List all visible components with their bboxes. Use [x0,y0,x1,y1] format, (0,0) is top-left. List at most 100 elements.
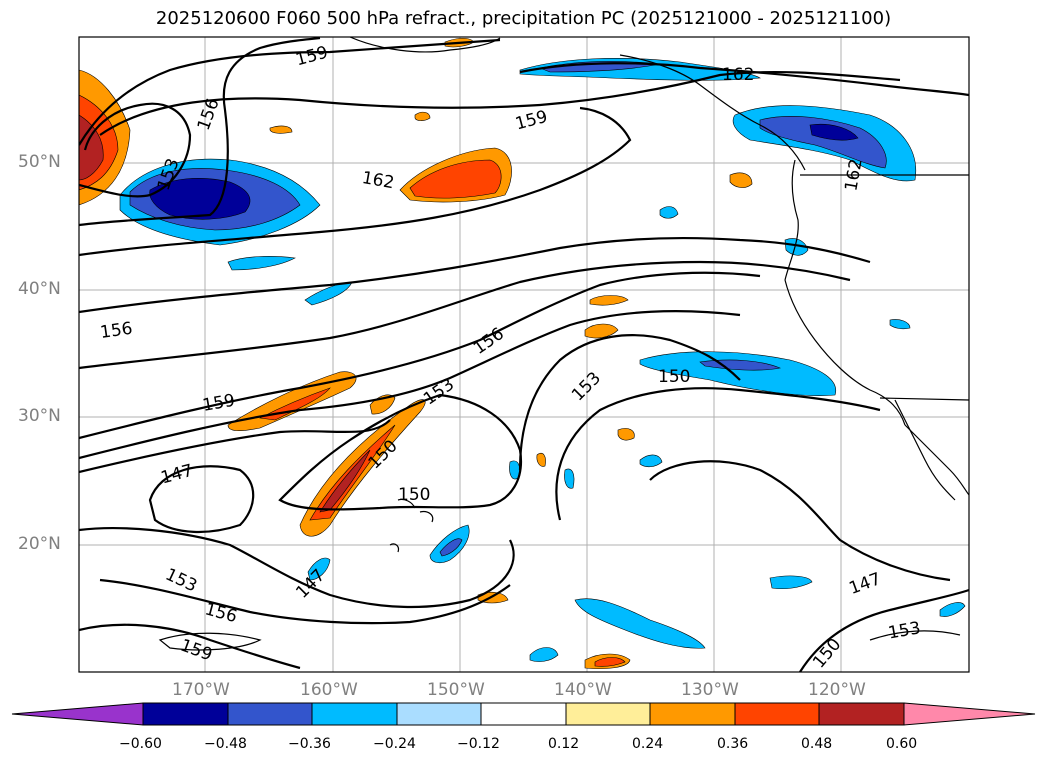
contour-label: 150 [398,485,430,505]
colorbar-bin [396,702,482,726]
contour-156-jet [79,271,761,440]
colorbar-bin [734,702,820,726]
precip-negative-max [809,123,859,141]
colorbar-tick-label: 0.60 [886,736,918,752]
contour-162-mid [99,70,901,136]
colorbar-bin [649,702,736,726]
contour-label: 156 [99,319,134,343]
lon-label: 170°W [172,680,230,700]
colorbar-tick-label: −0.24 [373,736,416,752]
contour-162-top [519,62,969,97]
precip-negative-area [639,454,663,468]
refractivity-contours [79,37,969,672]
contour-159-south [79,623,301,670]
contour-147-left [148,465,255,533]
precip-negative-area [769,575,813,590]
lat-label: 30°N [18,406,61,426]
contour-156-mid [79,236,871,314]
coast-mexico [904,424,969,496]
precip-negative-area [939,602,966,617]
lon-label: 160°W [300,680,358,700]
lon-label: 150°W [427,680,485,700]
contour-159-lower [79,260,851,370]
contour-label: 150 [658,367,690,387]
lon-label: 130°W [681,680,739,700]
contour-label: 162 [722,65,754,85]
precip-negative-area [784,238,809,256]
colorbar-bin [480,702,567,726]
coast-alaska [349,37,501,53]
precip-positive-core [409,159,502,199]
lat-label: 20°N [18,534,61,554]
precipitation-fills [79,37,966,670]
colorbar-under [11,702,144,726]
contour-150-east [555,387,881,521]
precip-negative-core [759,116,887,169]
precip-negative-area [889,319,911,330]
coast-baja [894,399,956,501]
colorbar-tick-label: −0.12 [457,736,500,752]
lat-label: 50°N [18,152,61,172]
contour-147-east [649,460,951,582]
colorbar-bin [142,702,229,726]
border-us-mexico [879,397,969,401]
contour-159-top [79,38,501,146]
precip-positive-max [319,449,371,513]
contour-156-left [79,37,321,227]
precip-positive-area [584,323,619,339]
contour-label: 159 [294,43,331,71]
precip-negative-area [564,468,575,489]
contour-label: 153 [568,368,605,405]
contour-label: 150 [809,635,845,673]
contour-label: 159 [513,107,550,135]
colorbar-tick-label: 0.12 [548,736,580,752]
lat-label: 40°N [18,279,61,299]
colorbar-bin [227,702,313,726]
colorbar-bin [818,702,905,726]
precip-negative-area [307,557,331,581]
coast-bc [784,159,799,281]
contour-label: 156 [203,599,240,627]
precip-positive-core [594,657,626,667]
coast-us-west [784,279,906,426]
contour-159-mid [79,106,632,257]
precip-positive-core [259,387,331,421]
contour-156-south [99,578,511,625]
colorbar-tick-label: −0.60 [119,736,162,752]
contour-label: 147 [159,461,196,489]
plot-frame [78,36,970,673]
precip-positive-area [589,295,629,306]
colorbar-tick-label: −0.36 [288,736,331,752]
colorbar-tick-label: −0.48 [204,736,247,752]
precip-negative-area [574,598,706,649]
precip-positive-area [536,452,546,467]
precip-negative-area [529,647,559,662]
contour-label: 153 [420,374,458,409]
contour-label: 162 [360,168,395,193]
precip-positive-area [729,172,753,188]
contour-153-east [518,334,741,471]
colorbar-over [903,702,1036,726]
contour-153-south [79,527,515,609]
lon-label: 120°W [808,680,866,700]
contour-label: 159 [201,391,236,416]
precip-positive-area [414,111,431,121]
colorbar-bin [311,702,398,726]
colorbar-tick-label: 0.36 [717,736,749,752]
contour-label: 147 [846,569,883,599]
precip-negative-area [639,351,837,396]
precip-negative-core [439,538,463,557]
contour-150-se [799,588,969,672]
colorbar-tick-label: 0.24 [632,736,664,752]
chart-title: 2025120600 F060 500 hPa refract., precip… [155,8,892,29]
lon-label: 140°W [554,680,612,700]
contour-153-jet [79,310,741,460]
contour-label: 153 [887,618,922,643]
precip-positive-area [617,428,635,441]
contour-153-left [79,102,192,198]
precip-positive-area [269,125,293,134]
contour-150-jet [79,419,391,474]
colorbar-tick-label: 0.48 [801,736,833,752]
colorbar-bin [565,702,651,726]
